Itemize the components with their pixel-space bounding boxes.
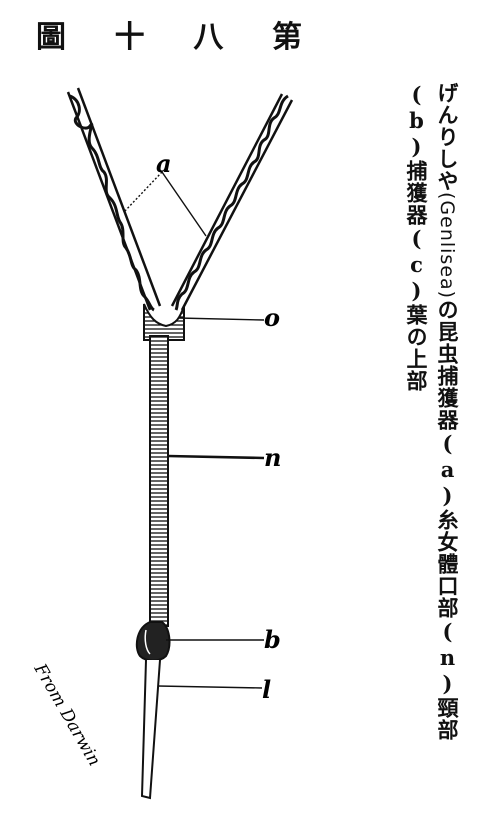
figure-title: 圖 十 八 第 bbox=[30, 12, 310, 56]
label-a-arms: a bbox=[156, 149, 172, 178]
caption-kana: げんりしや bbox=[435, 82, 460, 192]
title-char-1: 圖 bbox=[36, 20, 68, 55]
leader-lines bbox=[123, 171, 265, 689]
caption-latin-name: (Genlisea) bbox=[436, 192, 458, 300]
title-char-4: 第 bbox=[271, 20, 304, 55]
title-char-3: 八 bbox=[193, 20, 226, 55]
leaf-stalk bbox=[140, 659, 161, 800]
label-n-neck: n bbox=[264, 443, 281, 472]
right-spiral-arm bbox=[170, 93, 294, 311]
mouth-region bbox=[143, 303, 185, 341]
label-o-mouth: o bbox=[264, 303, 280, 332]
label-b-bulb: b bbox=[264, 625, 281, 654]
title-char-2: 十 bbox=[114, 20, 147, 55]
trap-bulb bbox=[135, 621, 171, 662]
caption-line-2: (b)捕獲器(c)葉の上部 bbox=[404, 82, 429, 392]
caption: げんりしや(Genlisea)の昆虫捕獲器(a)糸女體口部(n)頸部 (b)捕獲… bbox=[404, 82, 460, 802]
neck-tube bbox=[149, 335, 169, 627]
left-spiral-arm bbox=[66, 87, 162, 312]
signature-from-darwin: From Darwin bbox=[29, 660, 104, 770]
caption-line-1: げんりしや(Genlisea)の昆虫捕獲器(a)糸女體口部(n)頸部 bbox=[435, 82, 460, 802]
caption-line-1-rest: の昆虫捕獲器(a)糸女體口部(n)頸部 bbox=[435, 299, 460, 742]
label-l-leaf: l bbox=[262, 675, 271, 704]
